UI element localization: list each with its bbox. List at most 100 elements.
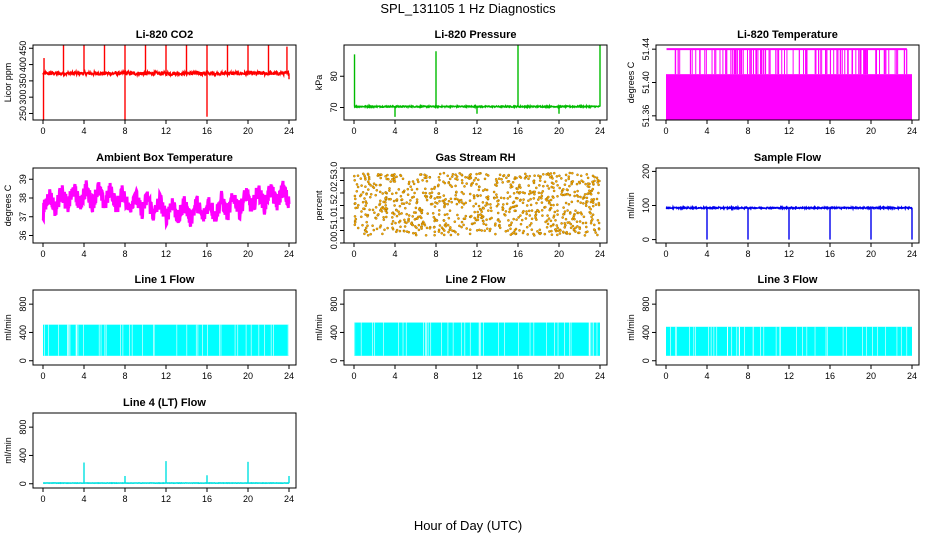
rh-point: [446, 174, 450, 178]
rh-point: [379, 173, 383, 176]
rh-point: [355, 189, 359, 193]
rh-point: [386, 177, 390, 181]
rh-point: [501, 203, 505, 206]
rh-point: [356, 206, 359, 209]
rh-point: [550, 185, 554, 189]
rh-point: [568, 171, 572, 175]
rh-point: [447, 230, 450, 234]
rh-point: [415, 198, 419, 201]
rh-point: [497, 177, 501, 180]
rh-point: [486, 209, 490, 212]
rh-point: [497, 224, 501, 228]
rh-point: [378, 209, 382, 212]
series-data: [354, 322, 600, 356]
rh-point: [403, 218, 406, 222]
rh-point: [564, 217, 568, 221]
rh-point: [448, 183, 452, 187]
rh-point: [428, 176, 432, 179]
y-tick-label: 37: [18, 212, 28, 222]
rh-point: [460, 201, 464, 204]
y-tick-label: 800: [641, 297, 651, 312]
rh-point: [438, 224, 442, 227]
rh-point: [444, 197, 447, 201]
rh-point: [579, 211, 583, 214]
rh-point: [361, 172, 365, 176]
rh-point: [495, 179, 499, 183]
rh-point: [463, 185, 466, 188]
rh-point: [407, 214, 411, 217]
rh-point: [533, 174, 536, 177]
y-tick-label: 0: [641, 358, 651, 363]
rh-point: [457, 198, 460, 202]
rh-point: [486, 195, 490, 198]
rh-point: [447, 216, 451, 220]
rh-point: [515, 176, 518, 180]
rh-point: [364, 226, 368, 230]
rh-point: [540, 196, 543, 200]
rh-point: [442, 180, 445, 183]
rh-point: [454, 230, 457, 234]
rh-point: [536, 230, 539, 233]
x-tick-label: 12: [472, 371, 482, 381]
rh-point: [538, 179, 542, 182]
rh-point: [454, 173, 457, 176]
rh-point: [421, 178, 424, 182]
rh-point: [540, 201, 544, 204]
rh-point: [473, 221, 476, 225]
y-tick-label: 300: [18, 90, 28, 105]
rh-point: [465, 182, 469, 185]
rh-point: [551, 177, 554, 180]
y-tick-label: 400: [329, 325, 339, 340]
rh-point: [547, 187, 551, 190]
rh-point: [374, 193, 378, 197]
rh-point: [458, 200, 461, 204]
x-tick-label: 20: [866, 371, 876, 381]
x-tick-label: 8: [122, 249, 127, 259]
y-tick-label: 36: [18, 230, 28, 240]
rh-point: [582, 215, 586, 219]
rh-point: [593, 175, 596, 179]
rh-point: [502, 174, 506, 177]
chart-title: Ambient Box Temperature: [96, 152, 233, 164]
rh-point: [554, 228, 557, 231]
rh-point: [430, 202, 434, 206]
rh-point: [547, 173, 551, 177]
rh-point: [472, 196, 476, 200]
rh-point: [438, 172, 442, 176]
rh-point: [563, 226, 567, 229]
rh-point: [481, 189, 485, 192]
rh-point: [398, 204, 402, 208]
chart-panel: Line 4 (LT) Flow ml/min 0 4 8 12 16 20 24 0 400 800: [3, 397, 297, 504]
rh-point: [516, 196, 519, 200]
rh-point: [547, 195, 550, 199]
x-tick-label: 8: [433, 371, 438, 381]
chart-title: Sample Flow: [754, 152, 822, 164]
rh-point: [450, 200, 454, 204]
rh-point: [486, 202, 489, 206]
x-tick-label: 16: [513, 249, 523, 259]
rh-point: [469, 176, 473, 180]
rh-point: [437, 213, 441, 216]
chart-panel: Li-820 Temperature degrees C 0 4 8 12 16 20 24 51…: [626, 29, 920, 136]
rh-point: [475, 229, 479, 232]
rh-point: [562, 230, 565, 234]
rh-point: [390, 222, 394, 226]
chart-title: Line 2 Flow: [446, 274, 506, 286]
y-tick-label: 1.0: [329, 212, 339, 225]
rh-point: [423, 194, 427, 198]
temperature-band: [666, 74, 912, 120]
rh-point: [472, 204, 475, 208]
rh-point: [493, 183, 497, 186]
rh-point: [438, 199, 441, 203]
rh-point: [506, 197, 510, 200]
rh-point: [417, 223, 421, 227]
rh-point: [353, 223, 357, 227]
rh-point: [353, 215, 357, 218]
rh-point: [460, 190, 464, 194]
rh-point: [424, 191, 428, 195]
rh-point: [413, 191, 416, 195]
x-tick-label: 20: [554, 371, 564, 381]
rh-point: [460, 181, 464, 185]
rh-point: [399, 194, 403, 198]
rh-point: [433, 233, 436, 237]
